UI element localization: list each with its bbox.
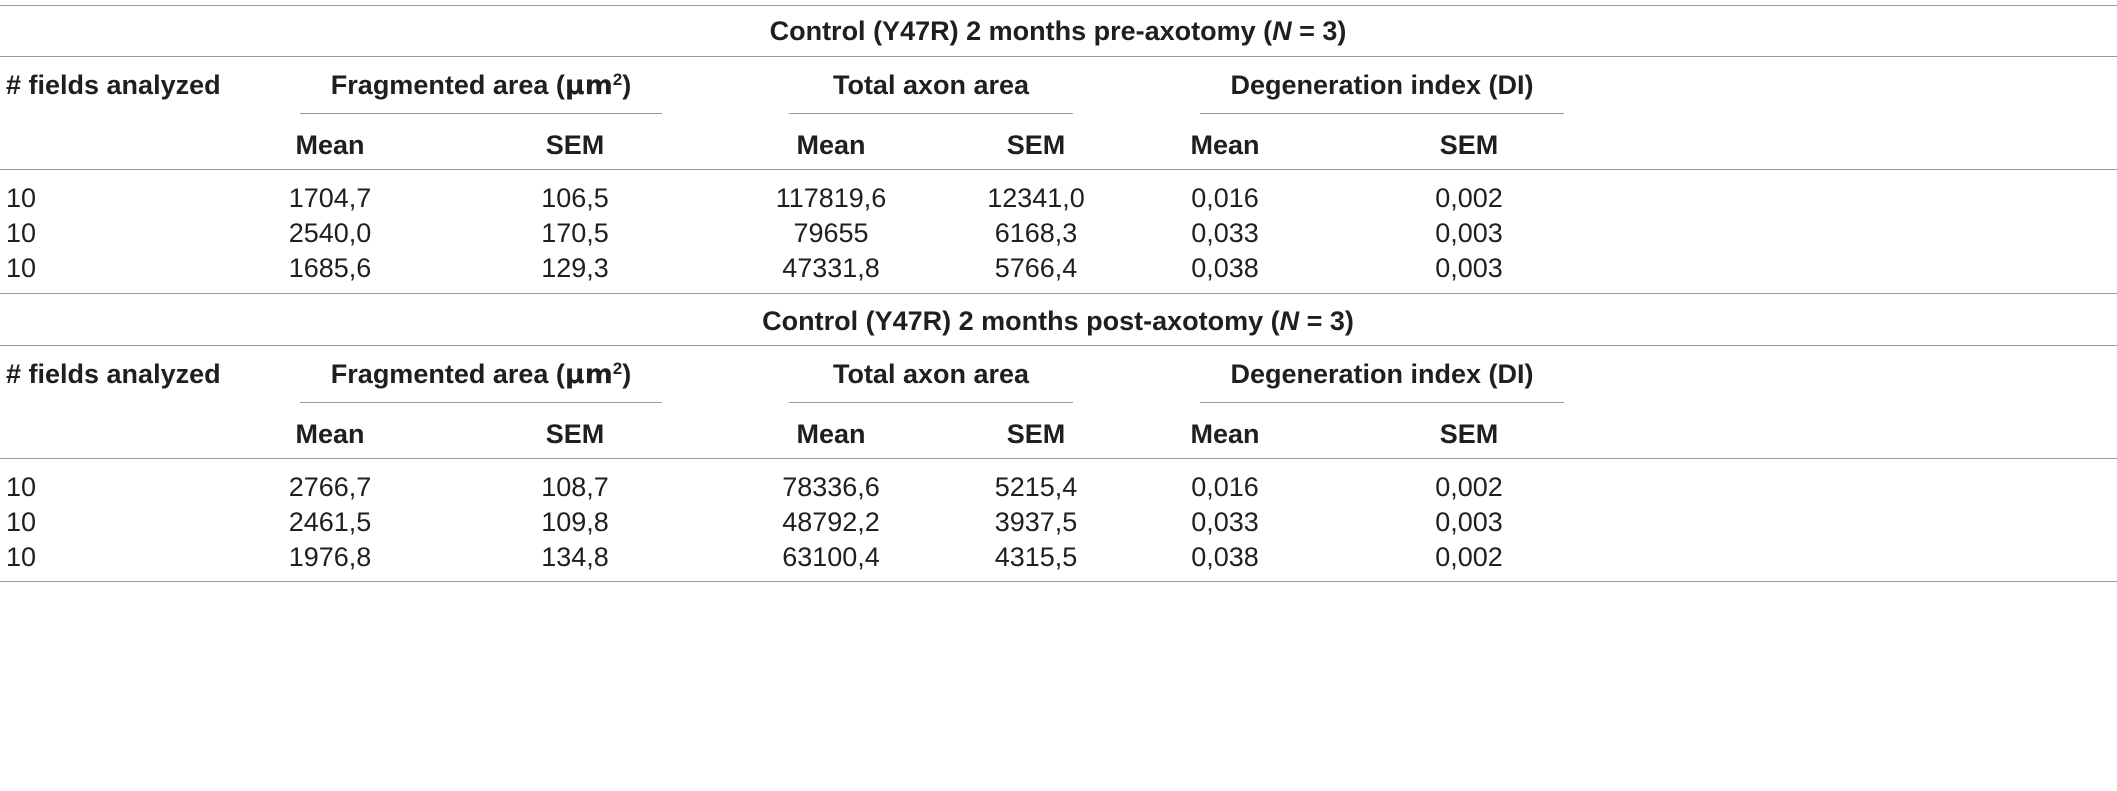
header-fragmented-area: Fragmented area (μm2) — [330, 69, 632, 101]
subheader-mean: Mean — [796, 130, 866, 160]
cell-fragmented-mean: 2461,5 — [288, 507, 372, 537]
cell-fragmented-sem: 106,5 — [541, 183, 609, 213]
cell-total-mean: 63100,4 — [782, 542, 880, 572]
total-group-rule — [789, 113, 1073, 114]
cell-di-mean: 0,033 — [1191, 218, 1259, 248]
subheader-mean: Mean — [295, 130, 365, 160]
subheader-mean: Mean — [796, 419, 866, 449]
header-fragmented-area: Fragmented area (μm2) — [330, 358, 632, 390]
header-degeneration-index: Degeneration index (DI) — [1230, 70, 1534, 100]
section-title-rule — [0, 56, 2117, 57]
cell-fragmented-mean: 1704,7 — [288, 183, 372, 213]
section-title-suffix: = 3) — [1299, 306, 1354, 336]
cell-total-mean: 79655 — [793, 218, 869, 248]
section-title-suffix: = 3) — [1291, 16, 1347, 46]
subheader-sem: SEM — [545, 130, 605, 160]
subheader-sem: SEM — [1006, 419, 1066, 449]
subheader-sem: SEM — [1439, 130, 1499, 160]
section-title-text: Control (Y47R) 2 months post-axotomy ( — [762, 306, 1280, 336]
subheader-mean: Mean — [1190, 130, 1260, 160]
degeneration-group-rule — [1200, 113, 1564, 114]
cell-fragmented-mean: 1685,6 — [288, 253, 372, 283]
cell-fragmented-sem: 108,7 — [541, 472, 609, 502]
cell-total-sem: 5766,4 — [994, 253, 1078, 283]
cell-fragmented-mean: 2766,7 — [288, 472, 372, 502]
cell-fragmented-sem: 129,3 — [541, 253, 609, 283]
cell-di-sem: 0,003 — [1435, 218, 1503, 248]
cell-di-sem: 0,002 — [1435, 472, 1503, 502]
cell-di-sem: 0,003 — [1435, 507, 1503, 537]
section-title: Control (Y47R) 2 months post-axotomy (N … — [762, 308, 1354, 335]
cell-fields: 10 — [6, 218, 37, 248]
cell-fields: 10 — [6, 253, 37, 283]
header-fragmented-exponent: 2 — [612, 358, 623, 378]
section-separator-rule — [0, 293, 2117, 294]
section-title-n: N — [1279, 306, 1300, 336]
cell-di-sem: 0,002 — [1435, 183, 1503, 213]
cell-fields: 10 — [6, 183, 37, 213]
cell-di-mean: 0,038 — [1191, 253, 1259, 283]
header-bottom-rule — [0, 458, 2117, 459]
subheader-sem: SEM — [1439, 419, 1499, 449]
cell-fragmented-sem: 170,5 — [541, 218, 609, 248]
section-title-text: Control (Y47R) 2 months pre-axotomy ( — [769, 16, 1273, 46]
header-bottom-rule — [0, 169, 2117, 170]
header-degeneration-index: Degeneration index (DI) — [1230, 359, 1534, 389]
subheader-sem: SEM — [1006, 130, 1066, 160]
cell-total-mean: 48792,2 — [782, 507, 880, 537]
cell-fields: 10 — [6, 542, 37, 572]
total-group-rule — [789, 402, 1073, 403]
header-fragmented-close: ) — [622, 70, 632, 100]
cell-di-mean: 0,033 — [1191, 507, 1259, 537]
subheader-mean: Mean — [295, 419, 365, 449]
header-fragmented-text: Fragmented area ( — [330, 70, 565, 100]
header-total-axon-area: Total axon area — [832, 70, 1030, 100]
header-fragmented-unit: μm — [564, 359, 613, 390]
subheader-sem: SEM — [545, 419, 605, 449]
cell-total-mean: 78336,6 — [782, 472, 880, 502]
cell-di-mean: 0,016 — [1191, 183, 1259, 213]
cell-total-sem: 4315,5 — [994, 542, 1078, 572]
cell-total-mean: 47331,8 — [782, 253, 880, 283]
cell-total-sem: 12341,0 — [987, 183, 1085, 213]
header-fragmented-text: Fragmented area ( — [330, 359, 565, 389]
cell-di-mean: 0,016 — [1191, 472, 1259, 502]
table-bottom-rule — [0, 581, 2117, 582]
cell-fragmented-sem: 134,8 — [541, 542, 609, 572]
cell-fields: 10 — [6, 472, 37, 502]
header-total-axon-area: Total axon area — [832, 359, 1030, 389]
header-fragmented-close: ) — [622, 359, 632, 389]
header-fragmented-unit: μm — [564, 70, 613, 101]
cell-total-sem: 5215,4 — [994, 472, 1078, 502]
cell-fragmented-sem: 109,8 — [541, 507, 609, 537]
degeneration-group-rule — [1200, 402, 1564, 403]
cell-total-sem: 6168,3 — [994, 218, 1078, 248]
table-top-rule — [0, 5, 2117, 6]
section-title: Control (Y47R) 2 months pre-axotomy (N =… — [770, 18, 1347, 45]
cell-fragmented-mean: 1976,8 — [288, 542, 372, 572]
section-title-n: N — [1272, 16, 1292, 46]
cell-di-sem: 0,002 — [1435, 542, 1503, 572]
fragmented-group-rule — [300, 402, 662, 403]
header-fragmented-exponent: 2 — [612, 69, 623, 89]
subheader-mean: Mean — [1190, 419, 1260, 449]
header-fields-analyzed: # fields analyzed — [6, 359, 221, 389]
fragmented-group-rule — [300, 113, 662, 114]
header-fields-analyzed: # fields analyzed — [6, 70, 221, 100]
cell-total-mean: 117819,6 — [775, 183, 887, 213]
cell-di-mean: 0,038 — [1191, 542, 1259, 572]
cell-di-sem: 0,003 — [1435, 253, 1503, 283]
cell-fragmented-mean: 2540,0 — [288, 218, 372, 248]
cell-total-sem: 3937,5 — [994, 507, 1078, 537]
cell-fields: 10 — [6, 507, 37, 537]
section-title-rule — [0, 345, 2117, 346]
